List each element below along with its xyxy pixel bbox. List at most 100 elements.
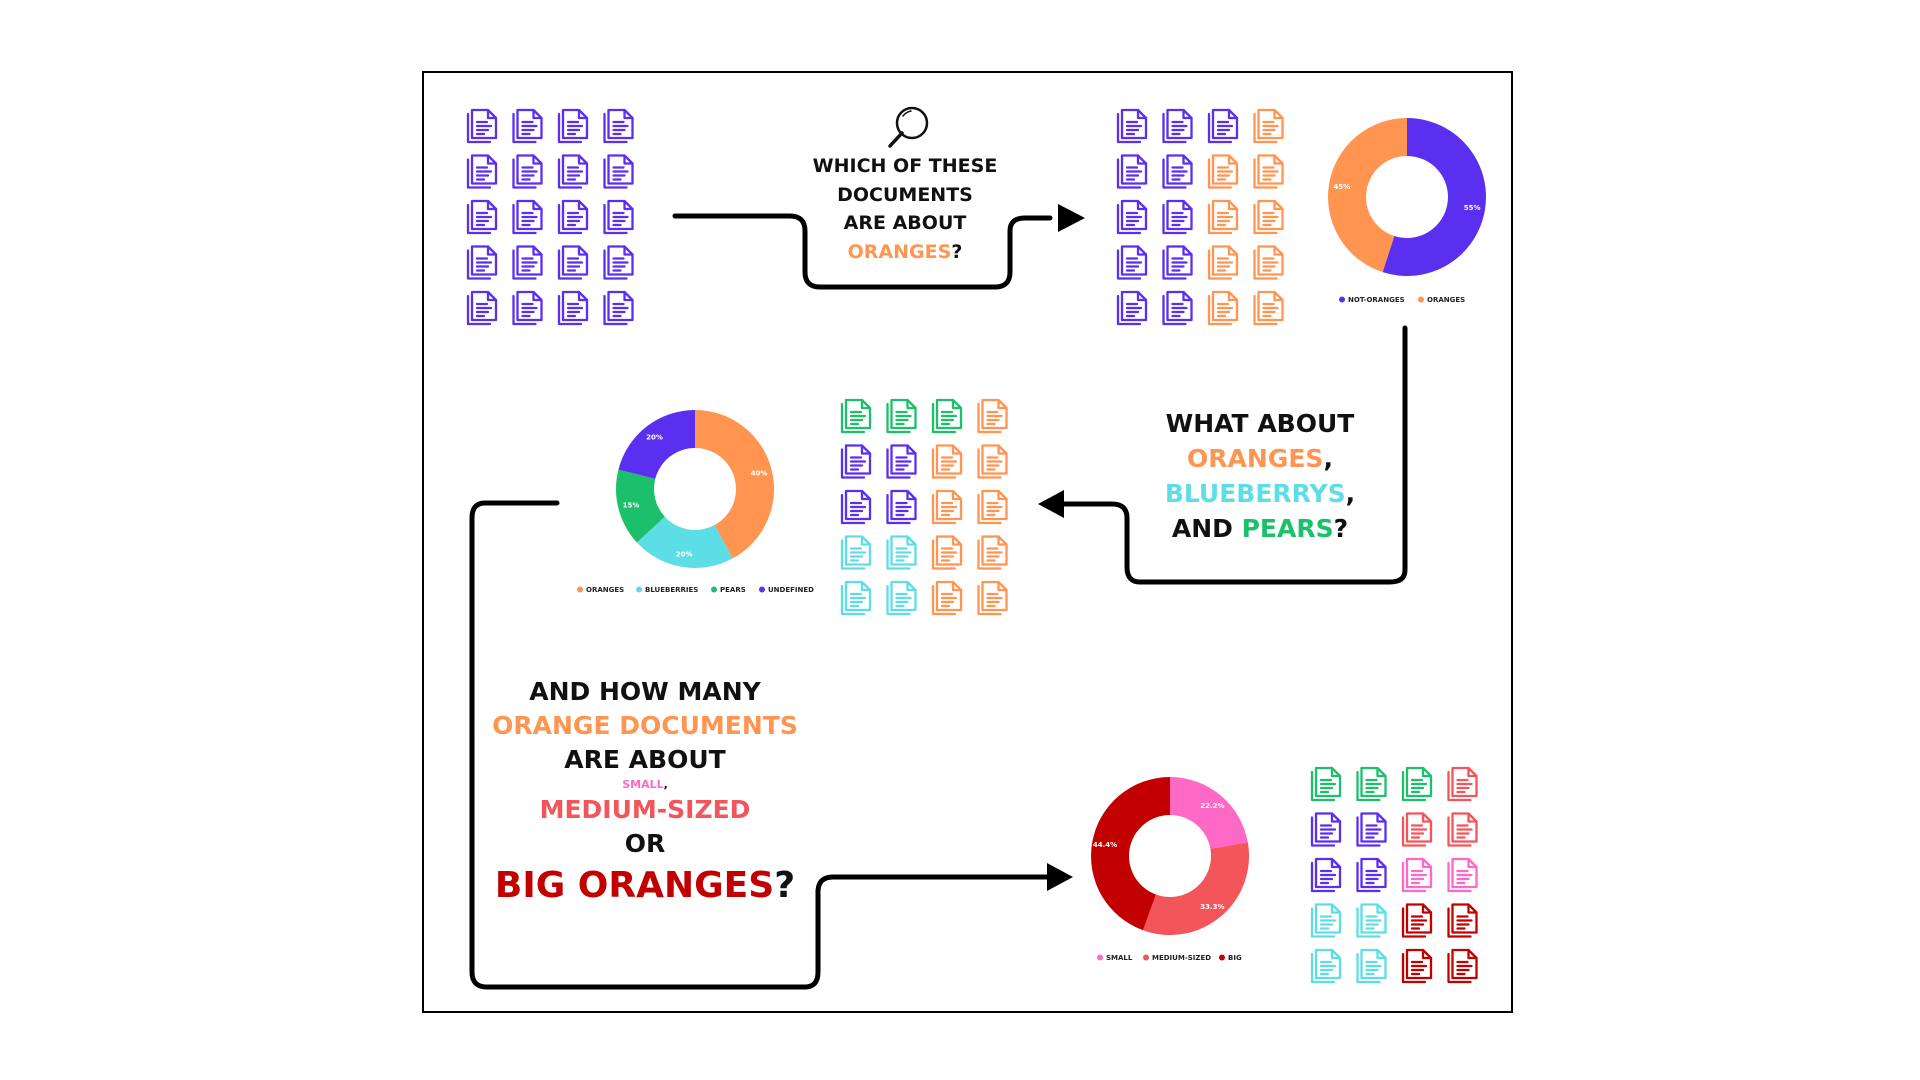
- q1-line-4: ORANGES?: [805, 238, 1005, 267]
- legend-marker: [636, 586, 642, 593]
- slice-value-label: 44.4%: [1093, 841, 1117, 849]
- donut-slice: [1382, 118, 1487, 277]
- legend-marker: [1219, 954, 1225, 961]
- donut-slice: [1091, 777, 1170, 931]
- q1-line-2: DOCUMENTS: [837, 183, 973, 206]
- doc-grid-oranges: [1116, 108, 1284, 326]
- document-icon: [1447, 903, 1478, 938]
- donut-slice: [616, 469, 665, 543]
- document-icon: [931, 535, 963, 570]
- document-icon: [603, 199, 634, 235]
- q3-line-3: ARE ABOUT: [564, 745, 726, 774]
- q2-line-2: ORANGES,: [1140, 441, 1380, 476]
- document-icon: [1310, 766, 1342, 802]
- document-icon: [557, 108, 589, 144]
- legend-label: SMALL: [1106, 954, 1133, 962]
- q1-line-1: WHICH OF THESE: [812, 155, 998, 177]
- document-icon: [1447, 766, 1478, 802]
- document-icon: [1253, 154, 1284, 189]
- legend-label: UNDEFINED: [768, 586, 814, 594]
- document-icon: [1116, 199, 1148, 235]
- document-icon: [557, 199, 589, 235]
- document-icon: [1356, 903, 1387, 938]
- slice-value-label: 55%: [1464, 204, 1481, 212]
- q3-highlight-big-oranges: BIG ORANGES: [494, 865, 775, 906]
- connector-1: [672, 213, 1053, 290]
- doc-grid-sizes: [1310, 766, 1478, 984]
- legend-label: MEDIUM-SIZED: [1152, 954, 1211, 962]
- document-icon: [512, 245, 543, 280]
- doc-grid-fruits: [840, 398, 1008, 616]
- question-what-about: WHAT ABOUT ORANGES, BLUEBERRYS, AND PEAR…: [1140, 406, 1380, 546]
- legend-marker: [1097, 954, 1103, 961]
- arrow-head-2: [1038, 490, 1064, 518]
- document-icon: [466, 290, 498, 326]
- document-icon: [1116, 154, 1148, 189]
- oranges-donut-chart: 55% 45% NOT-ORANGES ORANGES: [1328, 118, 1487, 304]
- q1-question-mark: ?: [951, 240, 963, 263]
- document-icon: [466, 154, 498, 189]
- document-icon: [977, 398, 1008, 434]
- q3-line-1: AND HOW MANY: [529, 677, 761, 706]
- document-icon: [840, 489, 872, 525]
- q2-comma-2: ,: [1345, 479, 1356, 508]
- document-icon: [931, 444, 963, 479]
- document-icon: [1207, 245, 1239, 280]
- arrow-head-1: [1058, 204, 1085, 232]
- legend-marker: [759, 586, 765, 593]
- document-icon: [1253, 290, 1284, 326]
- q3-comma: ,: [663, 778, 668, 791]
- document-icon: [512, 199, 543, 235]
- connector-3: [469, 500, 1053, 990]
- question-how-many: AND HOW MANY ORANGE DOCUMENTS ARE ABOUT …: [480, 675, 810, 911]
- document-icon: [1447, 857, 1478, 893]
- legend-label: ORANGES: [586, 586, 624, 594]
- legend-marker: [1339, 296, 1345, 303]
- document-icon: [1310, 857, 1342, 893]
- donut-slice: [618, 410, 695, 479]
- document-icon: [977, 580, 1008, 616]
- slice-value-label: 20%: [676, 551, 693, 559]
- legend-label: NOT-ORANGES: [1348, 296, 1405, 304]
- document-icon: [1310, 903, 1342, 938]
- document-icon: [1401, 812, 1433, 847]
- document-icon: [512, 154, 543, 189]
- document-icon: [603, 290, 634, 326]
- document-icon: [1356, 812, 1387, 847]
- q2-question-mark: ?: [1333, 514, 1349, 543]
- q2-line-3: BLUEBERRYS,: [1140, 476, 1380, 511]
- document-icon: [1401, 948, 1433, 984]
- q3-question-mark: ?: [774, 865, 796, 906]
- q2-and: AND: [1171, 514, 1242, 543]
- q3-line-2: ORANGE DOCUMENTS: [492, 711, 798, 740]
- document-icon: [1116, 108, 1148, 144]
- donut-slice: [636, 516, 733, 569]
- document-icon: [1253, 108, 1284, 144]
- document-icon: [1162, 108, 1193, 144]
- legend-marker: [711, 586, 717, 593]
- document-icon: [603, 245, 634, 280]
- document-icon: [1116, 245, 1148, 280]
- question-which-documents: WHICH OF THESE DOCUMENTS ARE ABOUT ORANG…: [805, 152, 1005, 266]
- q2-highlight-oranges: ORANGES: [1187, 444, 1324, 473]
- document-icon: [1401, 903, 1433, 938]
- q3-highlight-small: SMALL: [622, 778, 664, 791]
- sizes-donut-chart: 22.2% 33.3% 44.4% SMALL MEDIUM-SIZED BIG: [1091, 777, 1249, 962]
- slice-value-label: 33.3%: [1200, 903, 1224, 911]
- slice-value-label: 20%: [646, 433, 663, 441]
- document-icon: [1356, 766, 1387, 802]
- document-icon: [1310, 948, 1342, 984]
- document-icon: [977, 489, 1008, 525]
- document-icon: [931, 489, 963, 525]
- document-icon: [931, 580, 963, 616]
- document-icon: [840, 398, 872, 434]
- document-icon: [1401, 766, 1433, 802]
- document-icon: [1162, 290, 1193, 326]
- legend-label: ORANGES: [1427, 296, 1465, 304]
- document-icon: [1401, 857, 1433, 893]
- document-icon: [886, 398, 917, 434]
- document-icon: [466, 199, 498, 235]
- document-icon: [512, 108, 543, 144]
- slice-value-label: 45%: [1333, 183, 1350, 191]
- donut-slice: [695, 410, 775, 559]
